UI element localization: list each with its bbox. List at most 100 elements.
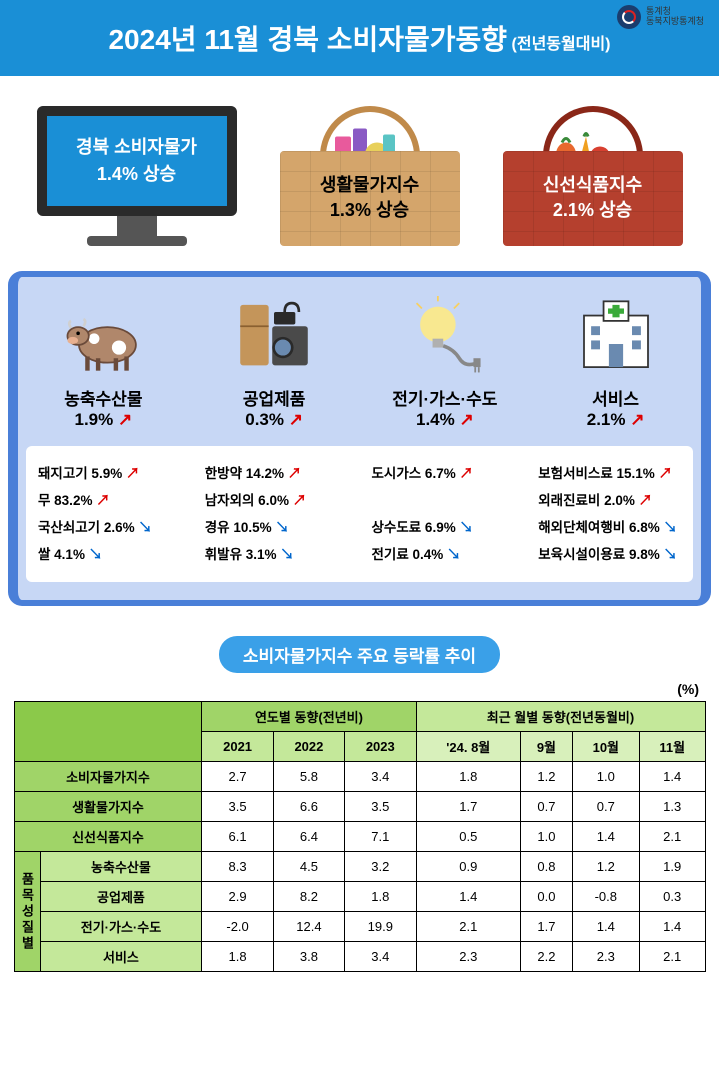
table-cell: 2.1 [639,822,705,852]
th-month: 10월 [572,732,639,762]
table-cell: 1.7 [416,792,521,822]
th-year: 2023 [345,732,416,762]
table-cell: 5.8 [273,762,344,792]
table-cell: 1.4 [639,912,705,942]
arrow-down-icon: ↘ [663,520,677,535]
table-title-wrap: 소비자물가지수 주요 등락률 추이 [0,636,719,673]
basket2-line2: 2.1% 상승 [508,198,678,223]
arrow-up-icon: ↗ [96,493,110,508]
header: 통계청 동북지방통계청 2024년 11월 경북 소비자물가동향 (전년동월대비… [0,0,719,76]
arrow-down-icon: ↘ [89,547,103,562]
table-cell: 1.4 [572,822,639,852]
table-row: 품목성질별농축수산물8.34.53.20.90.81.21.9 [14,852,705,882]
category-2: 전기·가스·수도 1.4% ↗ [363,291,527,430]
cat-value: 1.4% ↗ [363,410,527,430]
row-label: 농축수산물 [40,852,202,882]
table-cell: 1.3 [639,792,705,822]
category-1: 공업제품 0.3% ↗ [192,291,356,430]
table-cell: 2.3 [416,942,521,972]
row-label: 소비자물가지수 [14,762,202,792]
table-cell: 3.5 [202,792,273,822]
arrow-up-icon: ↗ [126,466,140,481]
table-cell: 2.1 [416,912,521,942]
table-cell: 1.8 [416,762,521,792]
detail-item: 국산쇠고기 2.6% ↘ [38,514,181,541]
table-cell: 0.7 [572,792,639,822]
table-cell: 0.9 [416,852,521,882]
table-cell: 1.4 [639,762,705,792]
arrow-down-icon: ↘ [275,520,289,535]
detail-item: 쌀 4.1% ↘ [38,541,181,568]
row-label: 생활물가지수 [14,792,202,822]
arrow-down-icon: ↘ [459,520,473,535]
detail-item: 전기료 0.4% ↘ [372,541,515,568]
detail-item: 외래진료비 2.0% ↗ [538,487,681,514]
monitor-line1: 경북 소비자물가 [55,134,219,161]
table-cell: -2.0 [202,912,273,942]
table-cell: 3.4 [345,942,416,972]
th-year: 2021 [202,732,273,762]
table-cell: 12.4 [273,912,344,942]
detail-item: 도시가스 6.7% ↗ [372,460,515,487]
table-cell: 3.4 [345,762,416,792]
logo-text: 통계청 동북지방통계청 [646,7,704,27]
arrow-down-icon: ↘ [138,520,152,535]
hospital-icon [571,296,661,376]
detail-item: 무 83.2% ↗ [38,487,181,514]
table-title: 소비자물가지수 주요 등락률 추이 [219,636,500,673]
arrow-down-icon: ↘ [447,547,461,562]
row-label: 신선식품지수 [14,822,202,852]
detail-item: 보험서비스료 15.1% ↗ [538,460,681,487]
basket-fresh: 신선식품지수 2.1% 상승 [503,96,683,246]
table-cell: 2.7 [202,762,273,792]
table-cell: 0.5 [416,822,521,852]
table-cell: 2.9 [202,882,273,912]
basket2-line1: 신선식품지수 [508,173,678,198]
cat-title: 농축수산물 [21,385,185,410]
table-cell: 1.8 [345,882,416,912]
table-cell: 1.8 [202,942,273,972]
detail-item: 보육시설이용료 9.8% ↘ [538,541,681,568]
table-row: 생활물가지수3.56.63.51.70.70.71.3 [14,792,705,822]
table-cell: 1.4 [416,882,521,912]
row-label: 공업제품 [40,882,202,912]
th-month: '24. 8월 [416,732,521,762]
cat-value: 0.3% ↗ [192,410,356,430]
table-cell: 3.5 [345,792,416,822]
table-cell: 1.0 [521,822,573,852]
monitor-line2: 1.4% 상승 [55,161,219,188]
groceries-icon [325,104,415,151]
details-col-1: 한방약 14.2% ↗남자외의 6.0% ↗경유 10.5% ↘휘발유 3.1%… [193,460,360,568]
table-row: 서비스1.83.83.42.32.22.32.1 [14,942,705,972]
table-cell: 1.7 [521,912,573,942]
appliances-icon [229,296,319,376]
table-row: 소비자물가지수2.75.83.41.81.21.01.4 [14,762,705,792]
cat-title: 공업제품 [192,385,356,410]
arrow-up-icon: ↗ [118,410,132,429]
table-cell: 19.9 [345,912,416,942]
details-col-2: 도시가스 6.7% ↗ 상수도료 6.9% ↘전기료 0.4% ↘ [360,460,527,568]
table-cell: 8.3 [202,852,273,882]
details-col-3: 보험서비스료 15.1% ↗외래진료비 2.0% ↗해외단체여행비 6.8% ↘… [526,460,693,568]
cat-title: 서비스 [534,385,698,410]
table-cell: 1.0 [572,762,639,792]
detail-item: 해외단체여행비 6.8% ↘ [538,514,681,541]
table-cell: 1.4 [572,912,639,942]
arrow-up-icon: ↗ [459,410,473,429]
arrow-up-icon: ↗ [630,410,644,429]
arrow-down-icon: ↘ [280,547,294,562]
cat-value: 1.9% ↗ [21,410,185,430]
row-label: 전기·가스·수도 [40,912,202,942]
th-year: 2022 [273,732,344,762]
basket1-line2: 1.3% 상승 [285,198,455,223]
page-title: 2024년 11월 경북 소비자물가동향 [108,24,507,55]
category-0: 농축수산물 1.9% ↗ [21,291,185,430]
basket-living: 생활물가지수 1.3% 상승 [280,96,460,246]
detail-item: 남자외의 6.0% ↗ [205,487,348,514]
detail-item: 상수도료 6.9% ↘ [372,514,515,541]
detail-item: 휘발유 3.1% ↘ [205,541,348,568]
basket1-line1: 생활물가지수 [285,173,455,198]
detail-item: 경유 10.5% ↘ [205,514,348,541]
category-3: 서비스 2.1% ↗ [534,291,698,430]
summary-section: 경북 소비자물가 1.4% 상승 생활물가지수 1.3% 상승 [0,76,719,271]
